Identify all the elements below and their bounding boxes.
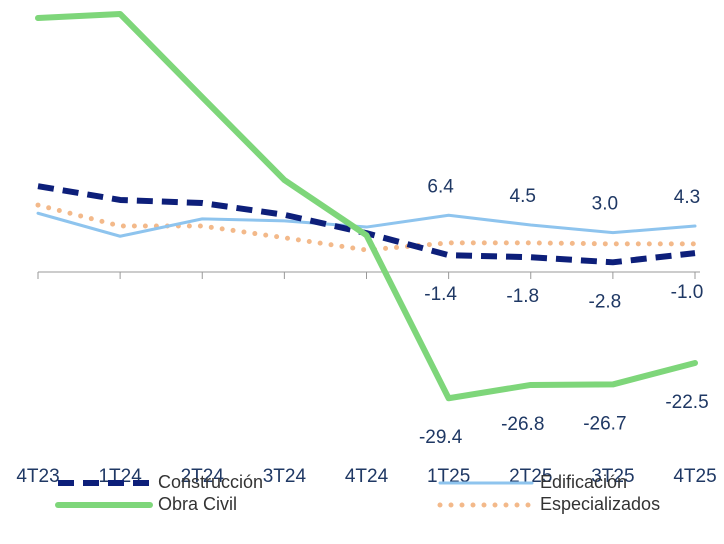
data-label: -1.0 — [671, 282, 704, 303]
data-label: -22.5 — [665, 392, 708, 413]
x-tick-label: 4T25 — [673, 466, 716, 487]
data-label: -26.8 — [501, 414, 544, 435]
x-tick-label: 4T23 — [16, 466, 59, 487]
data-label: -29.4 — [419, 427, 463, 448]
legend-label: Construcción — [158, 472, 263, 492]
legend-label: Especializados — [540, 494, 660, 514]
series-line — [35, 10, 698, 402]
data-label: -1.8 — [506, 286, 539, 307]
data-label: 4.3 — [674, 187, 700, 208]
data-label: -2.8 — [589, 291, 622, 312]
legend-label: Edificación — [540, 472, 627, 492]
x-tick-label: 3T24 — [263, 466, 307, 487]
series-line — [36, 211, 697, 238]
legend-label: Obra Civil — [158, 494, 237, 514]
series-line — [35, 202, 698, 253]
x-tick-label: 3T25 — [591, 466, 634, 487]
data-label: 3.0 — [592, 194, 618, 215]
data-label: -1.4 — [424, 284, 457, 305]
data-label: 6.4 — [427, 176, 454, 197]
x-tick-label: 2T24 — [181, 466, 225, 487]
x-tick-label: 4T24 — [345, 466, 389, 487]
data-label: 4.5 — [510, 186, 536, 207]
data-label: -26.7 — [583, 413, 626, 434]
